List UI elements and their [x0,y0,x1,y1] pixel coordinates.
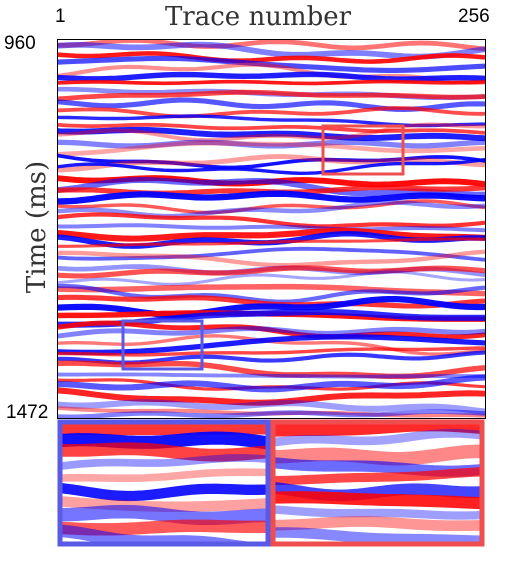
reflector-stripe [57,237,486,248]
reflector-stripe [57,114,486,128]
reflector-stripe [57,212,486,229]
reflector-stripe [57,158,486,175]
reflector-stripe [60,454,268,470]
inset-blue-frame [57,419,271,547]
x-tick-start: 1 [55,6,66,27]
inset-blue-zoom [57,419,271,547]
seismic-traces [57,39,486,419]
reflector-stripe [57,89,486,102]
reflector-stripe [57,406,486,418]
x-tick-end: 256 [458,6,490,27]
reflector-stripe [60,496,268,512]
reflector-stripe [57,71,486,82]
inset-red-frame [270,419,485,547]
reflector-stripe [57,153,486,170]
inset-red-traces [273,422,482,544]
reflector-stripe [273,428,482,447]
y-tick-end: 1472 [6,402,49,423]
reflector-stripe [57,122,486,135]
reflector-stripe [57,126,486,142]
reflector-stripe [60,468,268,483]
reflector-stripe [60,504,268,526]
reflector-stripe [57,106,486,119]
reflector-stripe [273,467,482,485]
reflector-stripe [57,55,486,73]
reflector-stripe [57,399,486,415]
seismic-section-plot [57,39,486,419]
reflector-stripe [60,422,268,436]
reflector-stripe [60,442,268,462]
reflector-stripe [273,527,482,544]
y-axis-title: Time (ms) [22,160,52,294]
reflector-stripe [57,372,486,379]
reflector-stripe [57,265,486,279]
reflector-stripe [57,154,486,173]
inset-red-zoom [270,419,485,547]
reflector-stripe [57,227,486,242]
reflector-stripe [57,39,486,52]
reflector-stripe [57,249,486,268]
reflector-stripe [57,122,486,143]
seismic-section-figure [57,39,486,547]
reflector-stripe [57,223,486,233]
reflector-stripe [57,200,486,219]
inset-blue-traces [60,422,268,544]
y-tick-start: 960 [4,33,36,54]
plot-frame [57,39,486,419]
reflector-stripe [273,444,482,466]
reflector-stripe [57,199,486,215]
x-axis-title: Trace number [164,2,352,32]
reflector-stripe [57,51,486,64]
zoom-box-red [321,124,405,176]
zoom-box-blue [121,319,204,371]
reflector-stripe [57,409,486,419]
reflector-stripe [57,177,486,198]
reflector-stripe [57,283,486,304]
reflector-stripe [273,505,482,520]
reflector-stripe [273,516,482,532]
reflector-stripe [57,140,486,157]
reflector-stripe [57,296,486,318]
reflector-stripe [57,270,486,286]
reflector-stripe [60,483,268,502]
reflector-stripe [57,139,486,149]
reflector-stripe [273,491,482,510]
reflector-stripe [57,246,486,262]
reflector-stripe [57,387,486,406]
reflector-stripe [57,79,486,86]
reflector-stripe [60,431,268,450]
reflector-stripe [57,374,486,393]
reflector-stripe [57,190,486,205]
reflector-stripe [273,422,482,437]
